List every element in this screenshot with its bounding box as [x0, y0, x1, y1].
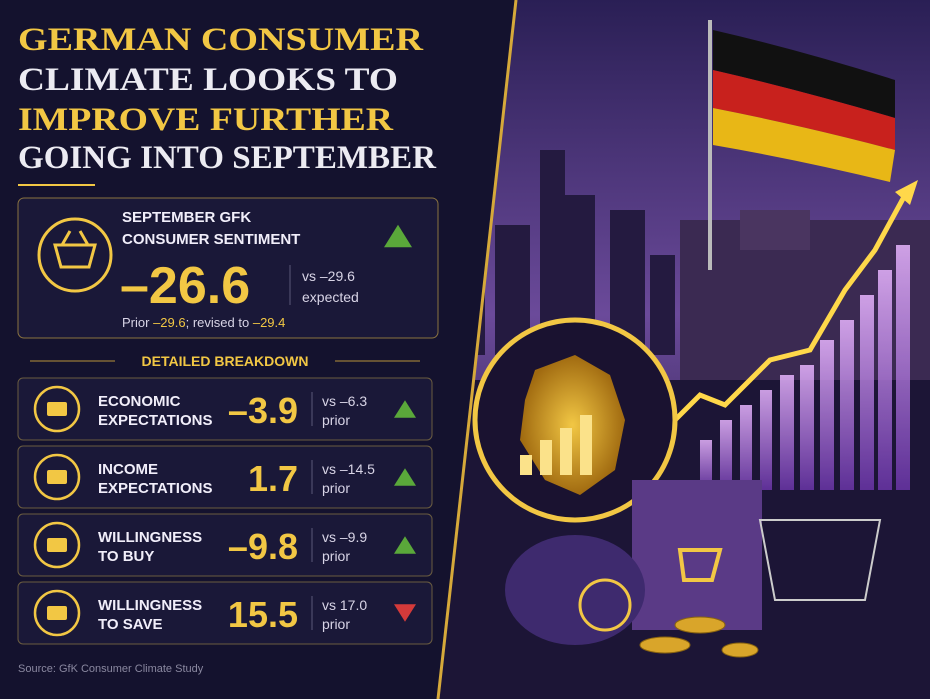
item-value: –3.9 [228, 390, 298, 431]
trend-arrow [384, 224, 412, 248]
prior-value: –29.6 [153, 315, 186, 330]
basket-icon-shape [53, 230, 97, 269]
item-icon [33, 589, 81, 637]
headline-card [17, 197, 439, 339]
source: Source: GfK Consumer Climate Study [18, 663, 204, 675]
item-comparison: vs 17.0 [322, 597, 367, 613]
title-line: GERMAN CONSUMER [18, 22, 424, 58]
prior-label: Prior [122, 315, 150, 330]
item-comparison: vs –14.5 [322, 461, 375, 477]
divider [436, 0, 518, 699]
section-title: DETAILED BREAKDOWN [142, 353, 309, 369]
item-label: EXPECTATIONS [98, 412, 212, 429]
headline-comparison: vs –29.6 [302, 268, 355, 284]
trend-arrow [394, 604, 416, 622]
headline-comparison: expected [302, 289, 359, 305]
item-comparison: prior [322, 412, 350, 428]
revised-label: ; revised to [186, 315, 250, 330]
title-line: IMPROVE FURTHER [18, 102, 394, 138]
breakdown-card [17, 377, 433, 441]
headline-label: CONSUMER SENTIMENT [122, 231, 300, 248]
headline-value: –26.6 [120, 257, 250, 315]
item-icon-shape [47, 606, 67, 620]
item-comparison: prior [322, 480, 350, 496]
item-value: 1.7 [248, 458, 298, 499]
item-label: EXPECTATIONS [98, 480, 212, 497]
prior-note: Prior –29.6; revised to –29.4 [122, 315, 285, 330]
item-icon-shape [47, 538, 67, 552]
item-label: TO BUY [98, 548, 154, 565]
trend-arrow [394, 468, 416, 486]
revised-value: –29.4 [253, 315, 286, 330]
illustration [430, 0, 930, 699]
title: GERMAN CONSUMER CLIMATE LOOKS TO IMPROVE F… [18, 22, 437, 176]
headline-label: SEPTEMBER GFK [122, 209, 251, 226]
item-icon [33, 521, 81, 569]
item-label: WILLINGNESS [98, 529, 202, 546]
item-value: 15.5 [228, 594, 298, 635]
item-comparison: vs –9.9 [322, 529, 367, 545]
item-icon [33, 385, 81, 433]
item-icon-shape [47, 402, 67, 416]
item-comparison: vs –6.3 [322, 393, 367, 409]
breakdown: ECONOMIC EXPECTATIONS –3.9 vs –6.3 prior INCO… [17, 377, 433, 645]
title-line: GOING INTO SEPTEMBER [18, 140, 437, 176]
title-line: CLIMATE LOOKS TO [18, 62, 398, 98]
item-comparison: prior [322, 616, 350, 632]
trend-arrow [394, 536, 416, 554]
item-label: TO SAVE [98, 616, 162, 633]
trend-arrow [394, 400, 416, 418]
breakdown-card [17, 581, 433, 645]
item-comparison: prior [322, 548, 350, 564]
breakdown-card [17, 513, 433, 577]
item-icon-shape [47, 470, 67, 484]
item-value: –9.8 [228, 526, 298, 567]
item-label: WILLINGNESS [98, 597, 202, 614]
item-icon [33, 453, 81, 501]
item-label: ECONOMIC [98, 393, 181, 410]
breakdown-card [17, 445, 433, 509]
basket-icon [37, 217, 113, 293]
item-label: INCOME [98, 461, 158, 478]
